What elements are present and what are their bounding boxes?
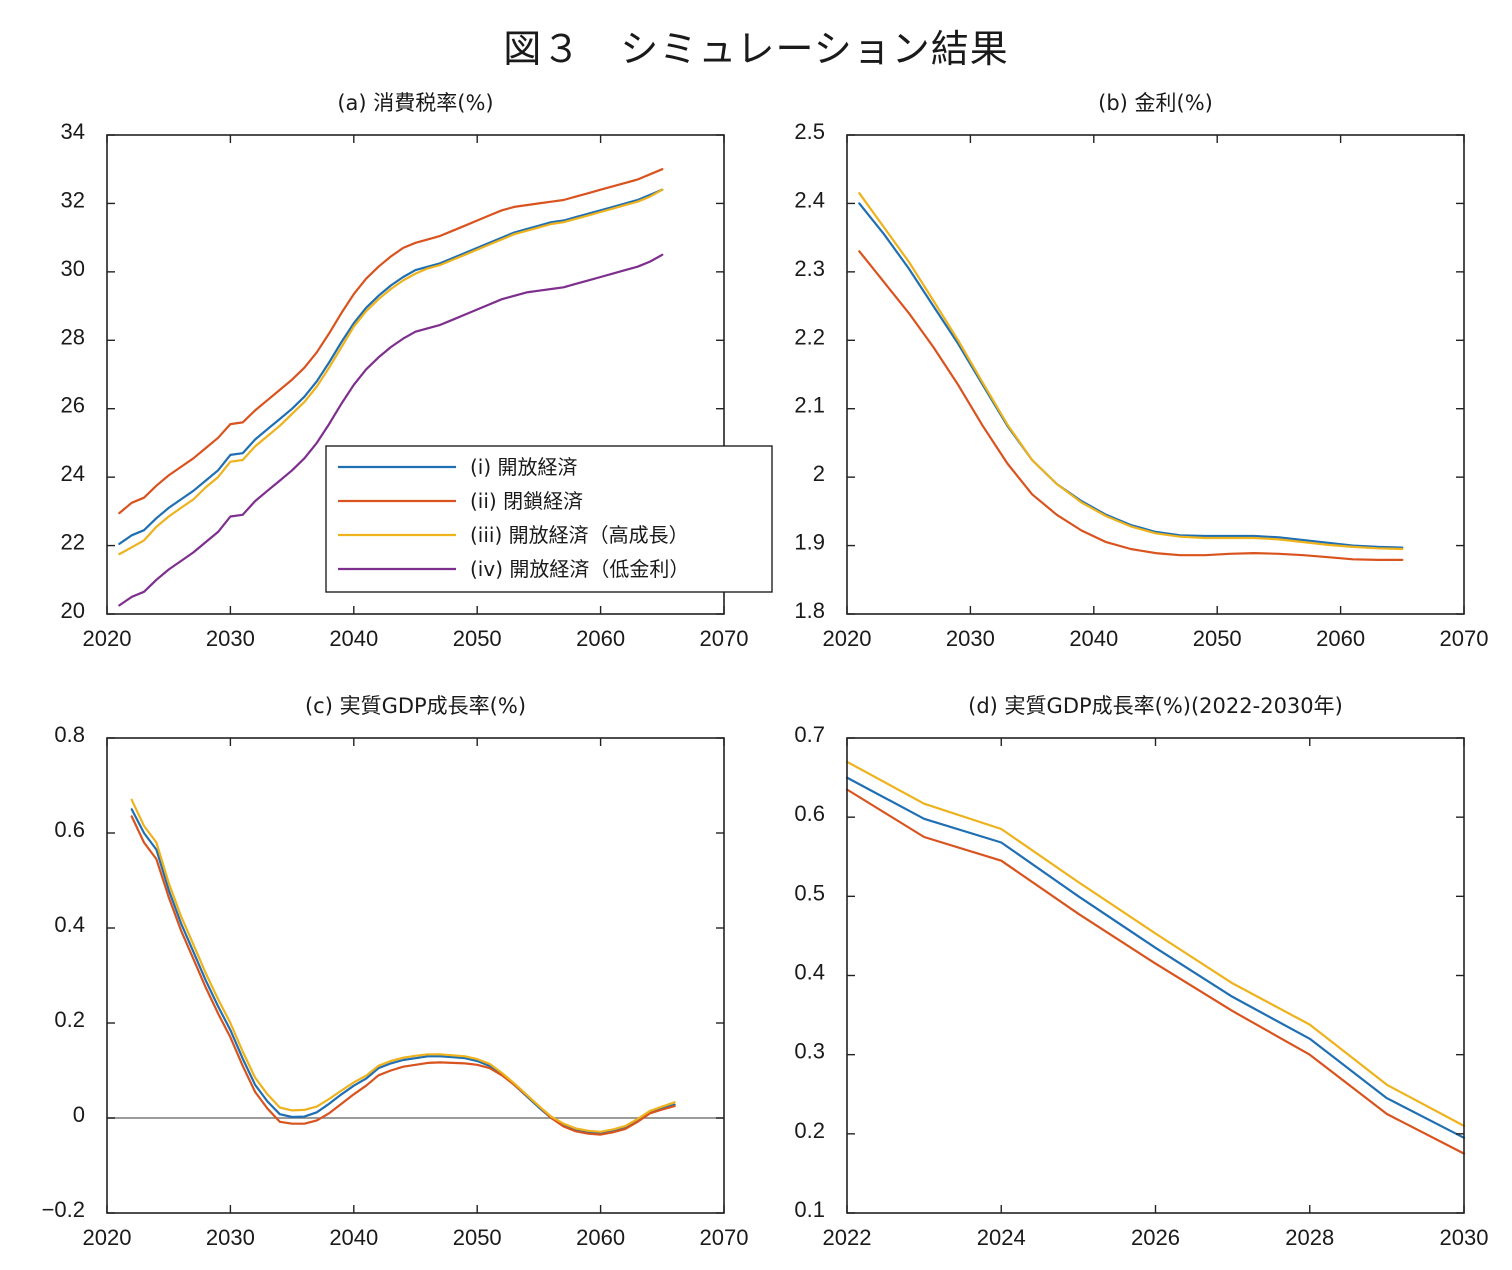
x-tick-label: 2024	[977, 1225, 1026, 1250]
series-line	[858, 192, 1404, 551]
y-tick-label: 26	[61, 393, 85, 418]
x-tick-label: 2020	[83, 1225, 132, 1250]
series-line	[118, 188, 664, 546]
series-line	[130, 808, 676, 1135]
axes-frame	[106, 737, 725, 1214]
x-tick-label: 2060	[1316, 626, 1365, 651]
legend-label: (ii) 閉鎖経済	[470, 489, 583, 513]
series-line	[118, 168, 664, 515]
x-tick-label: 2070	[700, 1225, 749, 1250]
panel-title: (c) 実質GDP成長率(%)	[305, 694, 526, 718]
panel-title: (d) 実質GDP成長率(%)(2022-2030年)	[968, 694, 1343, 718]
y-tick-label: 0.2	[794, 1118, 825, 1143]
series-line	[845, 788, 1466, 1155]
legend: (i) 開放経済 (ii) 閉鎖経済 (iii) 開放経済（高成長） (iv) 開放経…	[325, 445, 773, 593]
y-tick-label: 0.6	[54, 817, 85, 842]
y-tick-label: 2	[813, 461, 825, 486]
panel-b: (b) 金利(%) 2020 2030 2040 2050 2060 2070 1.8 1.9 2…	[794, 91, 1488, 651]
x-tick-label: 2040	[329, 626, 378, 651]
legend-label: (iv) 開放経済（低金利）	[470, 557, 689, 581]
legend-label: (i) 開放経済	[470, 455, 578, 479]
panel-title: (a) 消費税率(%)	[337, 91, 493, 115]
y-tick-label: 2.4	[794, 187, 825, 212]
y-tick-label: 20	[61, 598, 85, 623]
x-tick-label: 2050	[1193, 626, 1242, 651]
x-tick-label: 2040	[329, 1225, 378, 1250]
y-tick-label: 30	[61, 256, 85, 281]
x-tick-label: 2030	[946, 626, 995, 651]
panel-title: (b) 金利(%)	[1098, 91, 1213, 115]
y-tick-label: 1.8	[794, 598, 825, 623]
x-tick-label: 2070	[700, 626, 749, 651]
series-line	[858, 250, 1404, 562]
series-line	[118, 253, 664, 607]
y-tick-label: 22	[61, 530, 85, 555]
y-tick-label: 32	[61, 187, 85, 212]
legend-box	[325, 445, 773, 593]
x-tick-label: 2050	[453, 1225, 502, 1250]
y-tick-label: −0.2	[42, 1197, 85, 1222]
y-tick-label: 0	[73, 1102, 85, 1127]
y-tick-label: 2.5	[794, 119, 825, 144]
x-tick-label: 2020	[823, 626, 872, 651]
panel-c: (c) 実質GDP成長率(%) 2020 2030 2040 2050 2060 2070 −…	[42, 694, 749, 1250]
x-tick-label: 2030	[1440, 1225, 1489, 1250]
y-tick-label: 0.4	[54, 912, 85, 937]
y-tick-label: 2.1	[794, 393, 825, 418]
y-tick-label: 0.7	[794, 722, 825, 747]
series-line	[858, 202, 1404, 549]
y-tick-label: 1.9	[794, 530, 825, 555]
y-tick-label: 0.3	[794, 1039, 825, 1064]
series-line	[130, 815, 676, 1136]
y-tick-label: 0.8	[54, 722, 85, 747]
series-line	[118, 188, 664, 556]
x-tick-label: 2026	[1131, 1225, 1180, 1250]
x-tick-label: 2050	[453, 626, 502, 651]
y-tick-label: 24	[61, 461, 85, 486]
axes-frame	[846, 134, 1465, 615]
panel-a: (a) 消費税率(%) 2020 2030 2040 2050 2060 2070 20 22 2…	[61, 91, 749, 651]
x-tick-label: 2022	[823, 1225, 872, 1250]
axes-frame	[106, 134, 725, 615]
x-tick-label: 2020	[83, 626, 132, 651]
y-tick-label: 0.1	[794, 1197, 825, 1222]
y-tick-label: 2.2	[794, 324, 825, 349]
panel-d: (d) 実質GDP成長率(%)(2022-2030年) 2022 2024 2026 2…	[794, 694, 1488, 1250]
y-tick-label: 0.6	[794, 801, 825, 826]
x-tick-label: 2030	[206, 1225, 255, 1250]
x-tick-label: 2070	[1440, 626, 1489, 651]
legend-label: (iii) 開放経済（高成長）	[470, 523, 689, 547]
y-tick-label: 34	[61, 119, 85, 144]
y-tick-label: 28	[61, 324, 85, 349]
figure-title: 図３ シミュレーション結果	[503, 27, 1009, 71]
x-tick-label: 2040	[1069, 626, 1118, 651]
y-tick-label: 0.2	[54, 1007, 85, 1032]
y-tick-label: 0.5	[794, 880, 825, 905]
x-tick-label: 2030	[206, 626, 255, 651]
y-tick-label: 0.4	[794, 960, 825, 985]
series-line	[845, 776, 1466, 1139]
x-tick-label: 2060	[576, 1225, 625, 1250]
series-line	[130, 798, 676, 1133]
x-tick-label: 2060	[576, 626, 625, 651]
series-line	[845, 760, 1466, 1128]
y-tick-label: 2.3	[794, 256, 825, 281]
x-tick-label: 2028	[1285, 1225, 1334, 1250]
